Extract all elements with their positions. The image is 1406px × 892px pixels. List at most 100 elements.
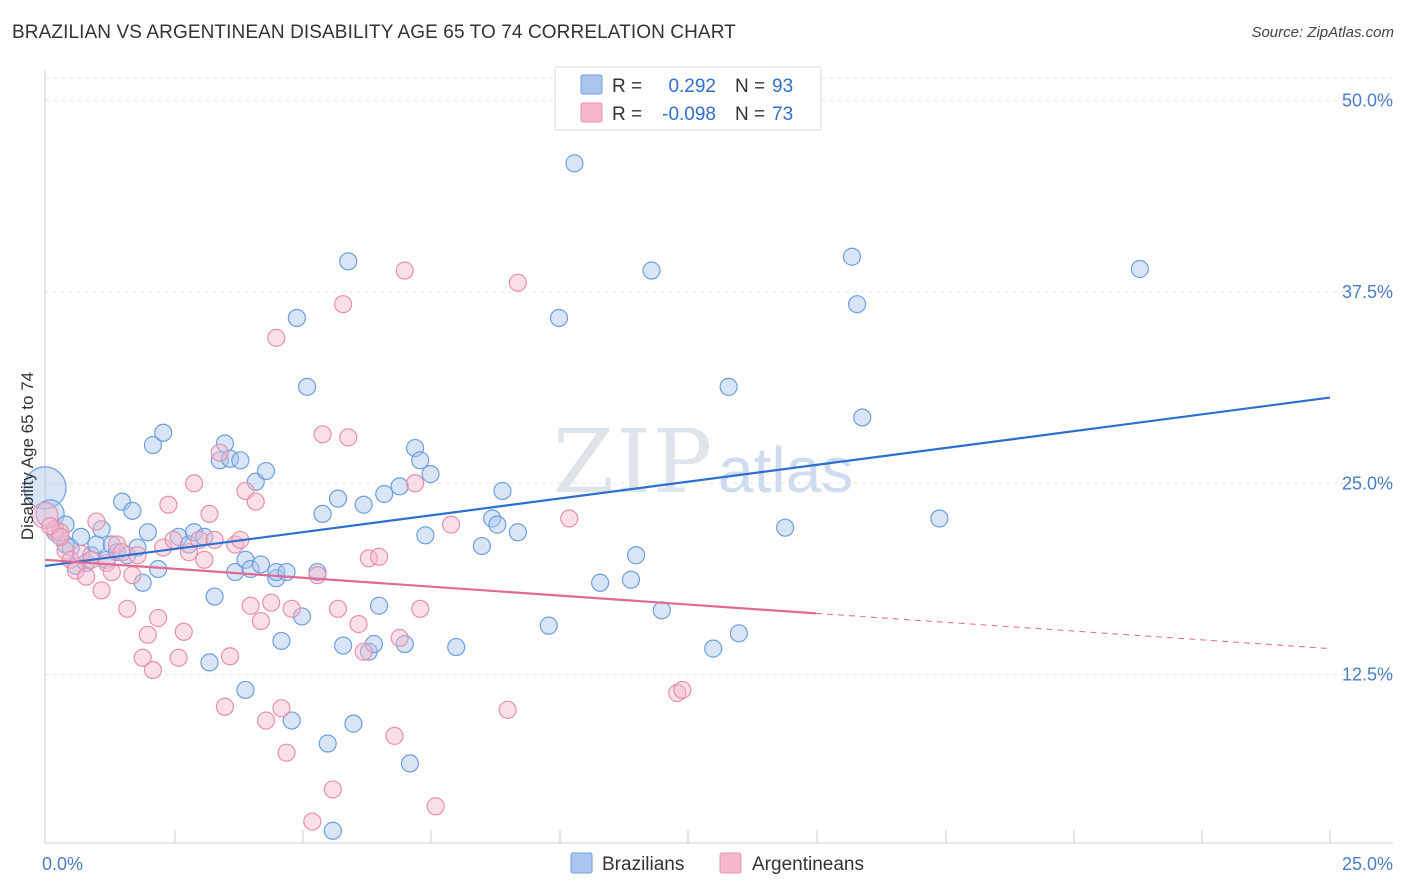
brazilian-point — [318, 734, 337, 753]
argentinean-point — [508, 273, 527, 292]
brazilians-trend-line — [44, 396, 1331, 568]
stats-legend: R = 0.292 N = 93 R = -0.098 N = 73 — [554, 66, 822, 131]
argentinean-point — [560, 509, 579, 528]
brazilian-point — [282, 711, 301, 730]
argentineans-trend-extension — [815, 612, 1331, 650]
bottom-legend-label-brazilians: Brazilians — [602, 854, 684, 875]
watermark-zip: ZIP — [553, 410, 714, 513]
brazilian-point — [447, 637, 466, 657]
brazilian-point — [375, 484, 394, 504]
argentinean-point — [92, 581, 111, 600]
argentinean-point — [303, 812, 322, 831]
brazilian-point — [539, 616, 558, 635]
legend-swatch-argentineans — [580, 102, 603, 123]
brazilian-point — [776, 518, 795, 537]
brazilian-point — [313, 504, 332, 524]
argentinean-point — [195, 550, 214, 569]
argentinean-point — [174, 622, 193, 641]
legend-n-value-brazilians: 93 — [772, 76, 793, 97]
argentinean-point — [308, 566, 327, 585]
bottom-legend-label-argentineans: Argentineans — [752, 854, 864, 875]
brazilian-point — [138, 523, 157, 542]
brazilian-point — [390, 477, 409, 496]
y-tick-label: 37.5% — [1342, 282, 1393, 302]
y-tick-label: 25.0% — [1342, 473, 1393, 493]
brazilian-point — [1130, 259, 1149, 279]
chart-title: BRAZILIAN VS ARGENTINEAN DISABILITY AGE … — [12, 22, 736, 43]
argentinean-point — [385, 726, 404, 745]
legend-n-label-brazilians: N = — [735, 76, 765, 97]
argentinean-point — [241, 596, 260, 615]
brazilian-point — [364, 634, 384, 654]
brazilian-point — [488, 515, 507, 534]
argentinean-point — [87, 512, 106, 531]
legend-r-value-argentineans: -0.098 — [662, 104, 716, 125]
brazilian-point — [236, 680, 255, 700]
argentinean-point — [56, 541, 75, 560]
brazilian-point — [719, 377, 738, 396]
argentinean-point — [77, 567, 96, 586]
x-tick-label-min: 0.0% — [42, 854, 83, 874]
brazilian-point — [231, 451, 250, 470]
brazilian-point — [298, 377, 317, 396]
argentinean-point — [251, 611, 270, 631]
brazilian-point — [642, 261, 661, 280]
argentinean-point — [668, 683, 687, 703]
brazilian-point — [621, 570, 641, 589]
y-tick-label: 12.5% — [1342, 665, 1393, 685]
brazilian-point — [411, 451, 430, 470]
argentinean-point — [262, 593, 281, 612]
argentinean-point — [395, 261, 414, 280]
brazilian-point — [251, 555, 270, 574]
argentinean-point — [349, 615, 368, 634]
argentinean-point — [143, 660, 163, 680]
argentinean-point — [169, 648, 188, 667]
argentinean-point — [370, 547, 389, 566]
series-legend: Brazilians Argentineans — [570, 852, 864, 875]
legend-swatch-brazilians — [580, 74, 603, 95]
brazilian-point — [344, 714, 363, 733]
argentinean-point — [313, 425, 332, 444]
points-layer — [23, 154, 1149, 840]
brazilian-point — [133, 573, 152, 592]
argentinean-point — [390, 628, 409, 647]
argentinean-point — [133, 648, 152, 667]
argentinean-point — [282, 599, 301, 618]
argentinean-point — [164, 530, 183, 550]
argentinean-point — [441, 515, 461, 534]
y-tick-label: 50.0% — [1342, 91, 1393, 111]
legend-n-label-argentineans: N = — [735, 104, 765, 125]
legend-r-value-brazilians: 0.292 — [668, 76, 716, 97]
brazilian-point — [323, 821, 342, 840]
x-tick-label-max: 25.0% — [1342, 854, 1393, 874]
brazilian-point — [328, 489, 348, 508]
argentineans-trend-line — [44, 558, 817, 615]
argentinean-point — [354, 642, 373, 661]
brazilian-point — [493, 481, 512, 501]
argentinean-point — [112, 543, 132, 562]
argentinean-point — [220, 647, 240, 666]
legend-r-label-brazilians: R = — [612, 76, 642, 97]
brazilian-point — [334, 636, 353, 655]
brazilian-point — [930, 509, 949, 528]
argentinean-point — [334, 295, 353, 314]
argentinean-point — [267, 328, 286, 347]
argentinean-point — [118, 599, 137, 618]
y-tick-labels: 12.5% 25.0% 37.5% 50.0% — [1342, 91, 1393, 685]
brazilian-point — [508, 523, 527, 542]
argentinean-point — [51, 523, 70, 542]
grid-layer — [45, 77, 1393, 676]
argentinean-point — [102, 562, 121, 582]
brazilian-point — [729, 624, 749, 643]
brazilian-point — [472, 536, 491, 556]
brazilian-point — [272, 631, 291, 651]
legend-r-label-argentineans: R = — [612, 104, 642, 125]
argentinean-point — [51, 527, 70, 546]
brazilian-point — [853, 408, 872, 427]
brazilian-point — [370, 596, 389, 615]
brazilian-point — [23, 466, 67, 510]
argentinean-point — [159, 495, 178, 514]
brazilian-point — [143, 435, 163, 455]
argentinean-point — [272, 699, 291, 718]
